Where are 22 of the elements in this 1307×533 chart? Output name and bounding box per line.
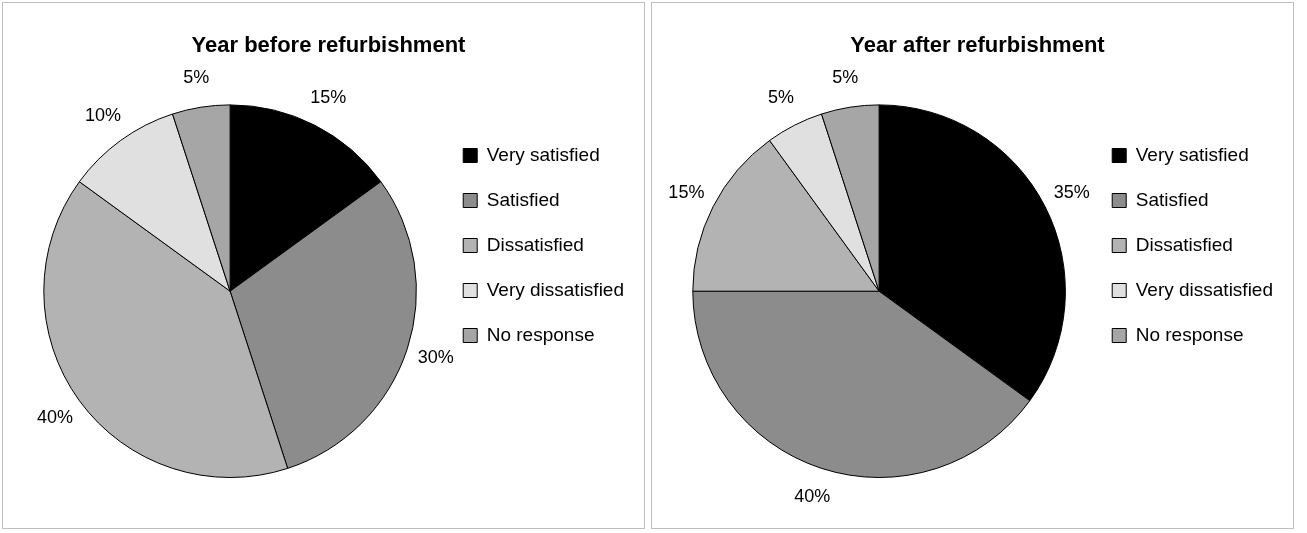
chart-title: Year after refurbishment	[850, 32, 1106, 58]
data-label: 5%	[767, 87, 794, 108]
data-label: 40%	[37, 407, 74, 428]
legend-label: No response	[1135, 323, 1244, 345]
legend-label: Very dissatisfied	[1135, 278, 1274, 300]
legend-label: Very dissatisfied	[486, 278, 625, 300]
data-label: 30%	[417, 347, 454, 368]
data-label: 40%	[794, 485, 831, 506]
data-label: 10%	[84, 105, 121, 126]
legend-label: Satisfied	[486, 188, 560, 210]
data-label: 5%	[183, 66, 210, 87]
data-label: 5%	[832, 66, 859, 87]
legend-label: Dissatisfied	[1135, 233, 1233, 255]
legend-label: Satisfied	[1135, 188, 1209, 210]
legend-label: No response	[486, 323, 595, 345]
data-label: 15%	[668, 181, 705, 202]
chart-title: Year before refurbishment	[191, 32, 467, 58]
data-label: 15%	[310, 87, 347, 108]
legend-label: Very satisfied	[1135, 143, 1249, 165]
data-label: 35%	[1053, 181, 1090, 202]
legend-label: Very satisfied	[486, 143, 600, 165]
legend-label: Dissatisfied	[486, 233, 584, 255]
